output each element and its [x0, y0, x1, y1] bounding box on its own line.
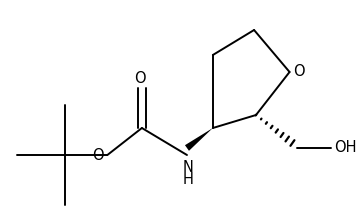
Text: OH: OH [334, 140, 356, 155]
Text: H: H [183, 172, 193, 187]
Text: O: O [294, 64, 305, 80]
Polygon shape [185, 128, 213, 151]
Text: O: O [92, 149, 103, 163]
Text: N: N [183, 160, 193, 175]
Text: O: O [134, 71, 146, 86]
